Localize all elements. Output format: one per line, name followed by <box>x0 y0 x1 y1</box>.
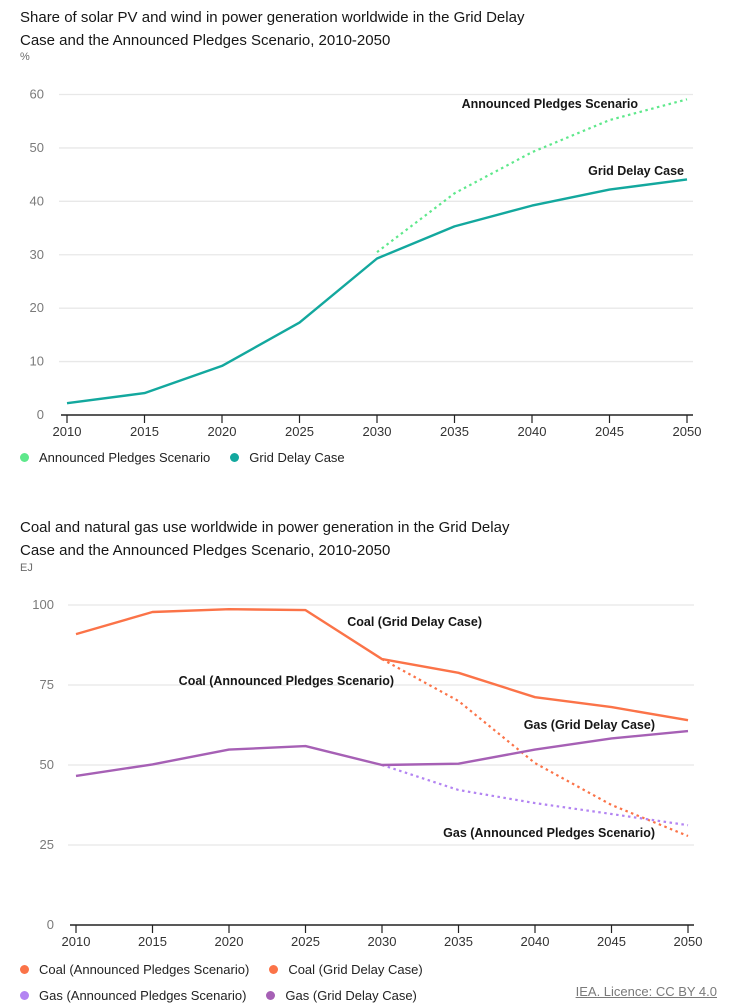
series-label-gas-grid-delay-case: Gas (Grid Delay Case) <box>524 718 655 732</box>
x-tick-label: 2045 <box>597 934 626 949</box>
legend: Coal (Announced Pledges Scenario) Coal (… <box>20 956 443 1008</box>
legend-dot-icon <box>266 990 276 1000</box>
chart-title: Share of solar PV and wind in power gene… <box>20 6 620 52</box>
chart-title-line-2: Case and the Announced Pledges Scenario,… <box>20 32 391 49</box>
series-line-coal-announced-pledges-scenario <box>381 658 689 838</box>
legend-label: Grid Delay Case <box>249 449 345 465</box>
chart-title-line-1: Coal and natural gas use worldwide in po… <box>20 519 510 536</box>
legend-dot-icon <box>20 964 29 974</box>
x-tick-label: 2040 <box>521 934 550 949</box>
series-line-gas-announced-pledges-scenario <box>381 763 689 827</box>
x-tick-label: 2010 <box>62 934 91 949</box>
series-label-coal-announced-pledges-scenario: Coal (Announced Pledges Scenario) <box>179 674 394 688</box>
y-tick-label: 25 <box>40 837 54 852</box>
y-tick-label: 0 <box>37 407 44 422</box>
legend-label: Coal (Announced Pledges Scenario) <box>39 961 250 977</box>
series-line-grid-delay-case <box>66 178 688 405</box>
legend-dot-icon <box>230 452 240 462</box>
y-tick-label: 50 <box>40 757 54 772</box>
legend-dot-icon <box>269 964 279 974</box>
y-tick-label: 0 <box>47 917 54 932</box>
x-tick-label: 2015 <box>130 424 159 439</box>
chart-plot: 0 25 50 75 100 2010 2015 2020 2025 2030 2035 2040 20… <box>32 597 702 949</box>
x-tick-label: 2010 <box>53 424 82 439</box>
x-tick-label: 2015 <box>138 934 167 949</box>
x-tick-label: 2050 <box>673 424 702 439</box>
y-tick-label: 60 <box>30 87 44 102</box>
legend-item-coal-gdc[interactable]: Coal (Grid Delay Case) <box>269 961 423 977</box>
legend-item-coal-aps[interactable]: Coal (Announced Pledges Scenario) <box>20 962 249 977</box>
x-tick-label: 2035 <box>440 424 469 439</box>
legend-item-grid-delay[interactable]: Grid Delay Case <box>230 449 345 465</box>
legend-label: Coal (Grid Delay Case) <box>288 961 423 977</box>
legend-dot-icon <box>20 990 29 1000</box>
x-tick-label: 2020 <box>208 424 237 439</box>
series-label-coal-grid-delay-case: Coal (Grid Delay Case) <box>347 615 482 629</box>
chart-title-line-1: Share of solar PV and wind in power gene… <box>20 9 525 26</box>
x-tick-label: 2045 <box>595 424 624 439</box>
licence-link[interactable]: IEA. Licence: CC BY 4.0 <box>575 984 717 999</box>
y-tick-label: 30 <box>30 247 44 262</box>
legend-label: Gas (Grid Delay Case) <box>285 987 417 1003</box>
chart-solar-wind-share: Share of solar PV and wind in power gene… <box>0 6 734 476</box>
x-tick-label: 2030 <box>363 424 392 439</box>
legend-item-gas-aps[interactable]: Gas (Announced Pledges Scenario) <box>20 988 246 1003</box>
legend-label: Gas (Announced Pledges Scenario) <box>39 987 247 1003</box>
gridlines <box>68 604 694 846</box>
x-tick-label: 2025 <box>291 934 320 949</box>
chart-title-line-2: Case and the Announced Pledges Scenario,… <box>20 542 391 559</box>
chart-title: Coal and natural gas use worldwide in po… <box>20 516 620 562</box>
chart-coal-gas-use: Coal and natural gas use worldwide in po… <box>0 516 734 1007</box>
legend-item-gas-gdc[interactable]: Gas (Grid Delay Case) <box>266 987 417 1003</box>
y-tick-label: 100 <box>32 597 54 612</box>
x-tick-label: 2030 <box>368 934 397 949</box>
x-tick-label: 2035 <box>444 934 473 949</box>
legend-item-announced-pledges[interactable]: Announced Pledges Scenario <box>20 450 210 465</box>
y-tick-label: 50 <box>30 140 44 155</box>
legend-dot-icon <box>20 452 29 462</box>
legend: Announced Pledges Scenario Grid Delay Ca… <box>20 444 365 470</box>
y-tick-label: 75 <box>40 677 54 692</box>
x-tick-label: 2040 <box>518 424 547 439</box>
x-tick-label: 2020 <box>215 934 244 949</box>
series-line-gas-grid-delay-case <box>75 729 689 778</box>
x-tick-label: 2025 <box>285 424 314 439</box>
series-line-announced-pledges-scenario <box>376 98 688 253</box>
series-label-gas-announced-pledges-scenario: Gas (Announced Pledges Scenario) <box>443 826 655 840</box>
y-axis-unit: % <box>20 51 30 63</box>
y-tick-label: 40 <box>30 193 44 208</box>
y-tick-label: 10 <box>30 354 44 369</box>
y-tick-label: 20 <box>30 300 44 315</box>
legend-label: Announced Pledges Scenario <box>39 449 211 465</box>
x-tick-label: 2050 <box>674 934 703 949</box>
series-line-coal-grid-delay-case <box>75 608 689 722</box>
series-label-grid-delay-case: Grid Delay Case <box>588 164 684 178</box>
series-label-announced-pledges-scenario: Announced Pledges Scenario <box>462 97 639 111</box>
y-axis-unit: EJ <box>20 562 33 574</box>
gridlines <box>59 93 693 363</box>
